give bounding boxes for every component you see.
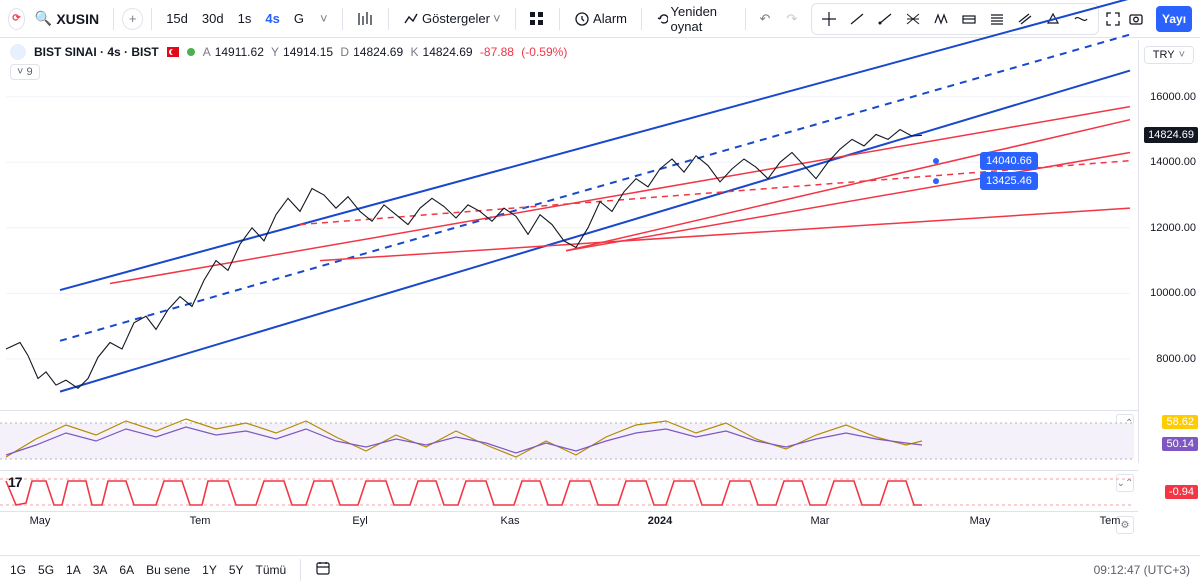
y-tick-label: 16000.00 (1150, 91, 1196, 103)
price-axis[interactable]: 16000.00 14000.00 12000.00 10000.00 8000.00 1… (1138, 40, 1200, 463)
x-tick-label: 2024 (648, 515, 672, 527)
tradingview-watermark-icon: 17 (8, 474, 22, 490)
last-price-badge: 14824.69 (1144, 127, 1198, 143)
x-tick-label: Eyl (352, 515, 367, 527)
clock-label: 09:12:47 (UTC+3) (1094, 563, 1190, 577)
range-5G[interactable]: 5G (38, 563, 54, 577)
range-1G[interactable]: 1G (10, 563, 26, 577)
indicator-value-badge: 50.14 (1162, 437, 1198, 451)
indicator-value-badge: 58.62 (1162, 415, 1198, 429)
goto-date-button[interactable] (315, 560, 331, 579)
indicator-value-badge: -0.94 (1165, 485, 1198, 499)
time-axis[interactable]: May Tem Eyl Kas 2024 Mar May Tem (0, 512, 1138, 534)
bottom-toolbar: 1G 5G 1A 3A 6A Bu sene 1Y 5Y Tümü 09:12:47 (UTC+… (0, 555, 1200, 583)
range-Bu sene[interactable]: Bu sene (146, 563, 190, 577)
x-tick-label: May (970, 515, 991, 527)
x-tick-label: Kas (501, 515, 520, 527)
range-6A[interactable]: 6A (119, 563, 134, 577)
y-tick-label: 8000.00 (1156, 353, 1196, 365)
rsi-pane[interactable]: 58.6250.14 (0, 410, 1138, 470)
y-tick-label: 10000.00 (1150, 287, 1196, 299)
x-tick-label: Tem (190, 515, 211, 527)
x-tick-label: May (30, 515, 51, 527)
x-tick-label: Mar (811, 515, 830, 527)
x-tick-label: Tem (1100, 515, 1121, 527)
price-label-badge[interactable]: 14040.66 (980, 152, 1038, 170)
range-group: 1G 5G 1A 3A 6A Bu sene 1Y 5Y Tümü (10, 563, 286, 577)
price-label-badge[interactable]: 13425.46 (980, 172, 1038, 190)
oscillator-pane[interactable]: -0.94 (0, 470, 1138, 512)
range-3A[interactable]: 3A (93, 563, 108, 577)
range-Tümü[interactable]: Tümü (256, 563, 287, 577)
range-5Y[interactable]: 5Y (229, 563, 244, 577)
y-tick-label: 14000.00 (1150, 156, 1196, 168)
range-1Y[interactable]: 1Y (202, 563, 217, 577)
range-1A[interactable]: 1A (66, 563, 81, 577)
y-tick-label: 12000.00 (1150, 222, 1196, 234)
